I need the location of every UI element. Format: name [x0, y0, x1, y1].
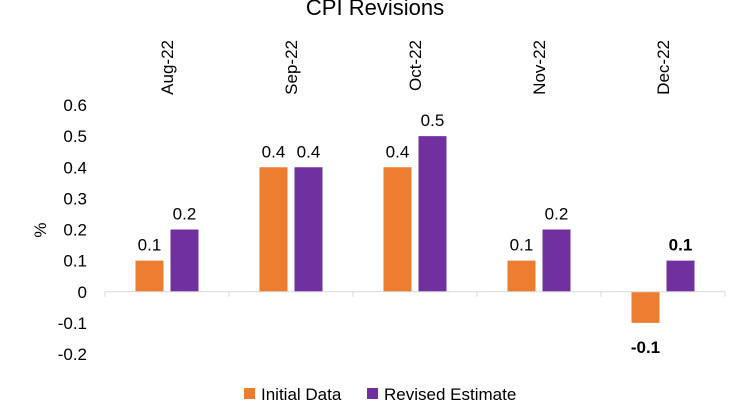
- bars: [135, 136, 695, 323]
- bar-revised-estimate: [542, 229, 571, 292]
- legend: Initial Data Revised Estimate: [244, 385, 516, 400]
- bar-initial-data: [135, 260, 164, 292]
- bar-revised-estimate: [666, 260, 695, 292]
- data-labels: 0.1 0.2 0.4 0.4 0.4 0.5 0.1 0.2 -0.1 0.1: [138, 111, 693, 357]
- data-label: 0.1: [510, 236, 534, 255]
- data-label: 0.4: [262, 142, 286, 161]
- legend-swatch: [244, 388, 255, 399]
- category-label: Nov-22: [530, 40, 549, 95]
- data-label: 0.2: [545, 205, 569, 224]
- legend-swatch: [367, 388, 378, 399]
- legend-label: Initial Data: [261, 385, 342, 400]
- y-axis-ticks: 0.6 0.5 0.4 0.3 0.2 0.1 0 -0.1 -0.2: [58, 96, 87, 364]
- y-tick-label: 0.6: [63, 96, 87, 115]
- data-label: 0.2: [173, 205, 197, 224]
- y-axis-label: %: [31, 222, 50, 237]
- data-label: -0.1: [631, 338, 660, 357]
- category-label: Dec-22: [654, 40, 673, 95]
- category-label: Sep-22: [282, 40, 301, 95]
- bar-revised-estimate: [418, 136, 447, 292]
- y-tick-label: 0.3: [63, 189, 87, 208]
- chart-title: CPI Revisions: [306, 0, 444, 20]
- y-tick-label: 0.5: [63, 127, 87, 146]
- bar-initial-data: [507, 260, 536, 292]
- data-label: 0.4: [297, 142, 321, 161]
- data-label: 0.1: [138, 236, 162, 255]
- category-label: Oct-22: [406, 40, 425, 91]
- data-label: 0.4: [386, 142, 410, 161]
- category-labels: Aug-22 Sep-22 Oct-22 Nov-22 Dec-22: [158, 40, 673, 95]
- data-label: 0.1: [669, 236, 693, 255]
- y-tick-label: -0.2: [58, 345, 87, 364]
- y-tick-label: 0.4: [63, 158, 87, 177]
- y-tick-label: -0.1: [58, 314, 87, 333]
- legend-label: Revised Estimate: [384, 385, 516, 400]
- bar-revised-estimate: [294, 167, 323, 292]
- x-axis-tick-marks: [104, 291, 726, 297]
- bar-initial-data: [631, 291, 660, 323]
- data-label: 0.5: [421, 111, 445, 130]
- bar-initial-data: [259, 167, 288, 292]
- y-tick-label: 0.1: [63, 252, 87, 271]
- category-label: Aug-22: [158, 40, 177, 95]
- y-tick-label: 0: [78, 283, 87, 302]
- bar-initial-data: [383, 167, 412, 292]
- y-tick-label: 0.2: [63, 221, 87, 240]
- bar-revised-estimate: [170, 229, 199, 292]
